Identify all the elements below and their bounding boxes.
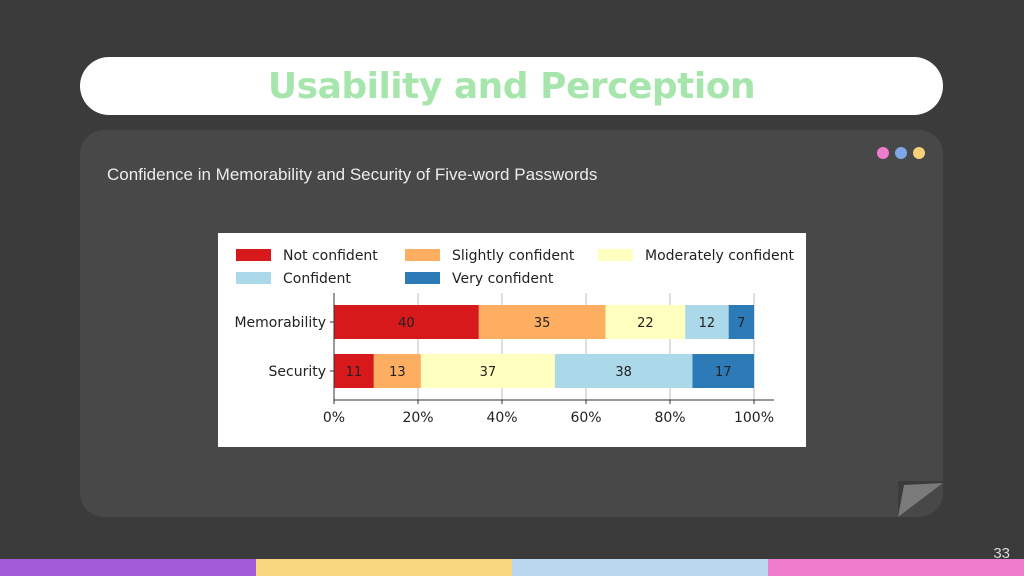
legend-swatch-slightly-confident xyxy=(405,249,440,261)
legend-label-slightly-confident: Slightly confident xyxy=(452,248,575,264)
x-tick-label: 0% xyxy=(323,410,345,426)
window-dots xyxy=(877,147,925,159)
stacked-bar-chart: Not confident Slightly confident Moderatel… xyxy=(234,248,795,426)
bottom-bar-segment-purple xyxy=(0,559,256,576)
legend-swatch-moderately-confident xyxy=(598,249,633,261)
bar-security-very-confident xyxy=(692,354,754,388)
bar-memorability-not-confident xyxy=(334,305,479,339)
bar-security-confident xyxy=(554,354,693,388)
pink-dot xyxy=(877,147,889,159)
bar-value-label: 38 xyxy=(615,365,632,380)
x-tick-label: 100% xyxy=(734,410,774,426)
bottom-bar-segment-yellow xyxy=(256,559,512,576)
x-tick-label: 80% xyxy=(654,410,685,426)
bar-value-label: 11 xyxy=(346,365,363,380)
bar-security-not-confident xyxy=(334,354,374,388)
category-label-memorability: Memorability xyxy=(234,315,326,331)
x-tick-label: 60% xyxy=(570,410,601,426)
legend-label-confident: Confident xyxy=(283,271,351,287)
legend-label-moderately-confident: Moderately confident xyxy=(645,248,795,264)
bar-security-slightly-confident xyxy=(373,354,421,388)
bar-memorability-slightly-confident xyxy=(478,305,606,339)
bar-value-label: 17 xyxy=(715,365,732,380)
title-bar: Usability and Perception xyxy=(80,57,943,115)
legend-swatch-not-confident xyxy=(236,249,271,261)
blue-dot xyxy=(895,147,907,159)
page-number: 33 xyxy=(993,545,1010,562)
bar-value-label: 40 xyxy=(398,316,415,331)
bar-value-label: 37 xyxy=(480,365,497,380)
chart-panel: Not confident Slightly confident Moderatel… xyxy=(218,233,806,447)
bar-value-label: 35 xyxy=(534,316,551,331)
legend-label-very-confident: Very confident xyxy=(452,271,554,287)
bar-security-moderately-confident xyxy=(420,354,555,388)
x-tick-label: 20% xyxy=(402,410,433,426)
bottom-bar-segment-pink xyxy=(768,559,1024,576)
page-fold-icon xyxy=(898,481,943,517)
bar-value-label: 7 xyxy=(737,316,745,331)
legend-label-not-confident: Not confident xyxy=(283,248,378,264)
bottom-bar-segment-blue xyxy=(512,559,768,576)
slide-title: Usability and Perception xyxy=(267,65,756,107)
bar-value-label: 22 xyxy=(637,316,654,331)
bar-memorability-confident xyxy=(685,305,729,339)
bar-memorability-very-confident xyxy=(728,305,754,339)
category-label-security: Security xyxy=(269,364,327,380)
bar-value-label: 13 xyxy=(389,365,406,380)
chart-subtitle: Confidence in Memorability and Security … xyxy=(107,165,598,184)
bottom-color-bar xyxy=(0,559,1024,576)
bar-memorability-moderately-confident xyxy=(605,305,686,339)
legend-swatch-confident xyxy=(236,272,271,284)
yellow-dot xyxy=(913,147,925,159)
x-tick-label: 40% xyxy=(486,410,517,426)
legend-swatch-very-confident xyxy=(405,272,440,284)
bar-value-label: 12 xyxy=(699,316,716,331)
